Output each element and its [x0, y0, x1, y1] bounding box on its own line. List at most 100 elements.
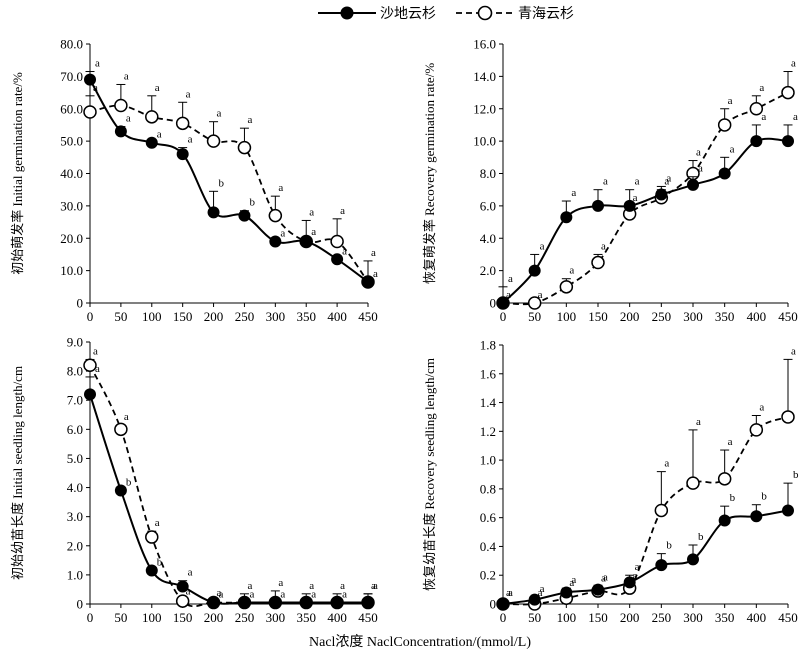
significance-label: a: [508, 587, 513, 599]
x-tick-label: 450: [358, 309, 378, 324]
significance-label: b: [730, 492, 736, 504]
significance-label: a: [793, 111, 798, 123]
panel-initial-germination: 0 10.0 20.0 30.0 40.0 50.0 60.0 70.0 80.0 0 50 100 1…: [10, 37, 378, 325]
significance-label: a: [569, 265, 574, 277]
data-point: [145, 530, 159, 544]
y-tick-label: 0: [77, 597, 84, 612]
data-point: [717, 118, 732, 132]
significance-label: a: [278, 577, 283, 589]
data-point: [84, 73, 96, 86]
significance-label: a: [186, 586, 191, 598]
series-line: [89, 104, 369, 283]
data-point: [623, 199, 636, 212]
legend-label-series2: 青海云杉: [518, 6, 574, 22]
x-tick-label: 100: [142, 309, 162, 324]
data-point: [750, 135, 763, 148]
significance-label: a: [730, 143, 735, 155]
y-tick-label: 12.0: [473, 101, 496, 116]
data-point: [114, 98, 128, 113]
data-point: [718, 514, 731, 527]
x-tick-label: 200: [204, 309, 224, 324]
y-tick-label: 1.4: [480, 395, 497, 410]
significance-label: a: [340, 580, 345, 592]
data-point: [560, 586, 573, 599]
significance-label: a: [219, 589, 224, 601]
significance-label: b: [249, 197, 255, 209]
data-point: [749, 423, 764, 437]
x-tick-label: 400: [327, 309, 347, 324]
y-tick-label: 1.6: [480, 366, 497, 381]
significance-label: a: [342, 589, 347, 601]
data-point: [207, 596, 220, 609]
x-tick-label: 250: [235, 309, 255, 324]
series-line: [502, 416, 789, 606]
x-tick-label: 150: [173, 309, 193, 324]
y-tick-label: 60.0: [60, 101, 83, 116]
y-tick-label: 0.8: [480, 481, 496, 496]
x-tick-label: 300: [683, 309, 703, 324]
data-point: [207, 206, 220, 219]
data-point: [750, 510, 763, 523]
data-point: [268, 208, 283, 223]
data-point: [655, 188, 668, 201]
significance-label: a: [280, 589, 285, 601]
significance-label: a: [698, 163, 703, 175]
x-tick-label: 0: [87, 309, 94, 324]
data-point: [176, 580, 189, 593]
data-point: [687, 178, 699, 191]
x-tick-label: 250: [235, 610, 255, 625]
y-tick-label: 2.0: [67, 538, 83, 553]
y-tick-label: 4.0: [480, 231, 496, 246]
x-tick-label: 150: [588, 610, 608, 625]
data-point: [781, 410, 795, 424]
series-line: [89, 79, 369, 283]
significance-label: a: [217, 587, 222, 599]
series-line: [502, 91, 789, 306]
significance-label: a: [696, 147, 701, 159]
panel-recovery-germination: 0 2.0 4.0 6.0 8.0 10.0 12.0 14.0 16.0 0 50 100 150 20…: [422, 37, 798, 325]
significance-label: a: [759, 402, 764, 414]
x-tick-label: 50: [114, 309, 127, 324]
x-tick-label: 250: [652, 309, 672, 324]
significance-label: a: [340, 205, 345, 217]
y-tick-label: 6.0: [67, 422, 83, 437]
y-tick-label: 14.0: [473, 69, 496, 84]
significance-label: a: [124, 411, 129, 423]
significance-label: a: [635, 176, 640, 188]
data-point: [269, 596, 282, 609]
significance-label: a: [280, 227, 285, 239]
data-point: [176, 148, 189, 161]
x-tick-label: 300: [266, 610, 286, 625]
x-tick-label: 200: [620, 610, 640, 625]
x-tick-label: 100: [557, 309, 577, 324]
x-tick-label: 350: [296, 610, 316, 625]
data-point: [145, 564, 158, 577]
significance-label: a: [371, 580, 376, 592]
significance-label: a: [247, 114, 252, 126]
x-tick-label: 400: [747, 610, 767, 625]
significance-label: a: [508, 273, 513, 285]
x-tick-label: 450: [358, 610, 378, 625]
y-tick-label: 9.0: [67, 335, 83, 350]
significance-label: a: [571, 187, 576, 199]
significance-label: a: [761, 111, 766, 123]
data-point: [527, 296, 542, 310]
significance-label: a: [506, 289, 511, 301]
significance-label: a: [311, 226, 316, 238]
x-tick-label: 300: [683, 610, 703, 625]
significance-label: a: [696, 416, 701, 428]
x-tick-label: 350: [715, 309, 735, 324]
y-axis-label: 初始幼苗长度 Initial seedling length/cm: [10, 366, 25, 580]
significance-label: b: [793, 469, 799, 481]
significance-label: a: [538, 289, 543, 301]
y-axis-label: 恢复幼苗长度 Recovery seedling length/cm: [422, 358, 437, 591]
x-axis-label: Nacl浓度 NaclConcentration/(mmol/L): [309, 634, 531, 650]
data-point: [237, 140, 252, 155]
y-axis-label: 初始萌发率 Initial germination rate/%: [10, 72, 25, 275]
x-tick-label: 400: [747, 309, 767, 324]
y-tick-label: 3.0: [67, 509, 83, 524]
significance-label: b: [219, 177, 225, 189]
y-tick-label: 30.0: [60, 198, 83, 213]
significance-label: b: [666, 540, 672, 552]
